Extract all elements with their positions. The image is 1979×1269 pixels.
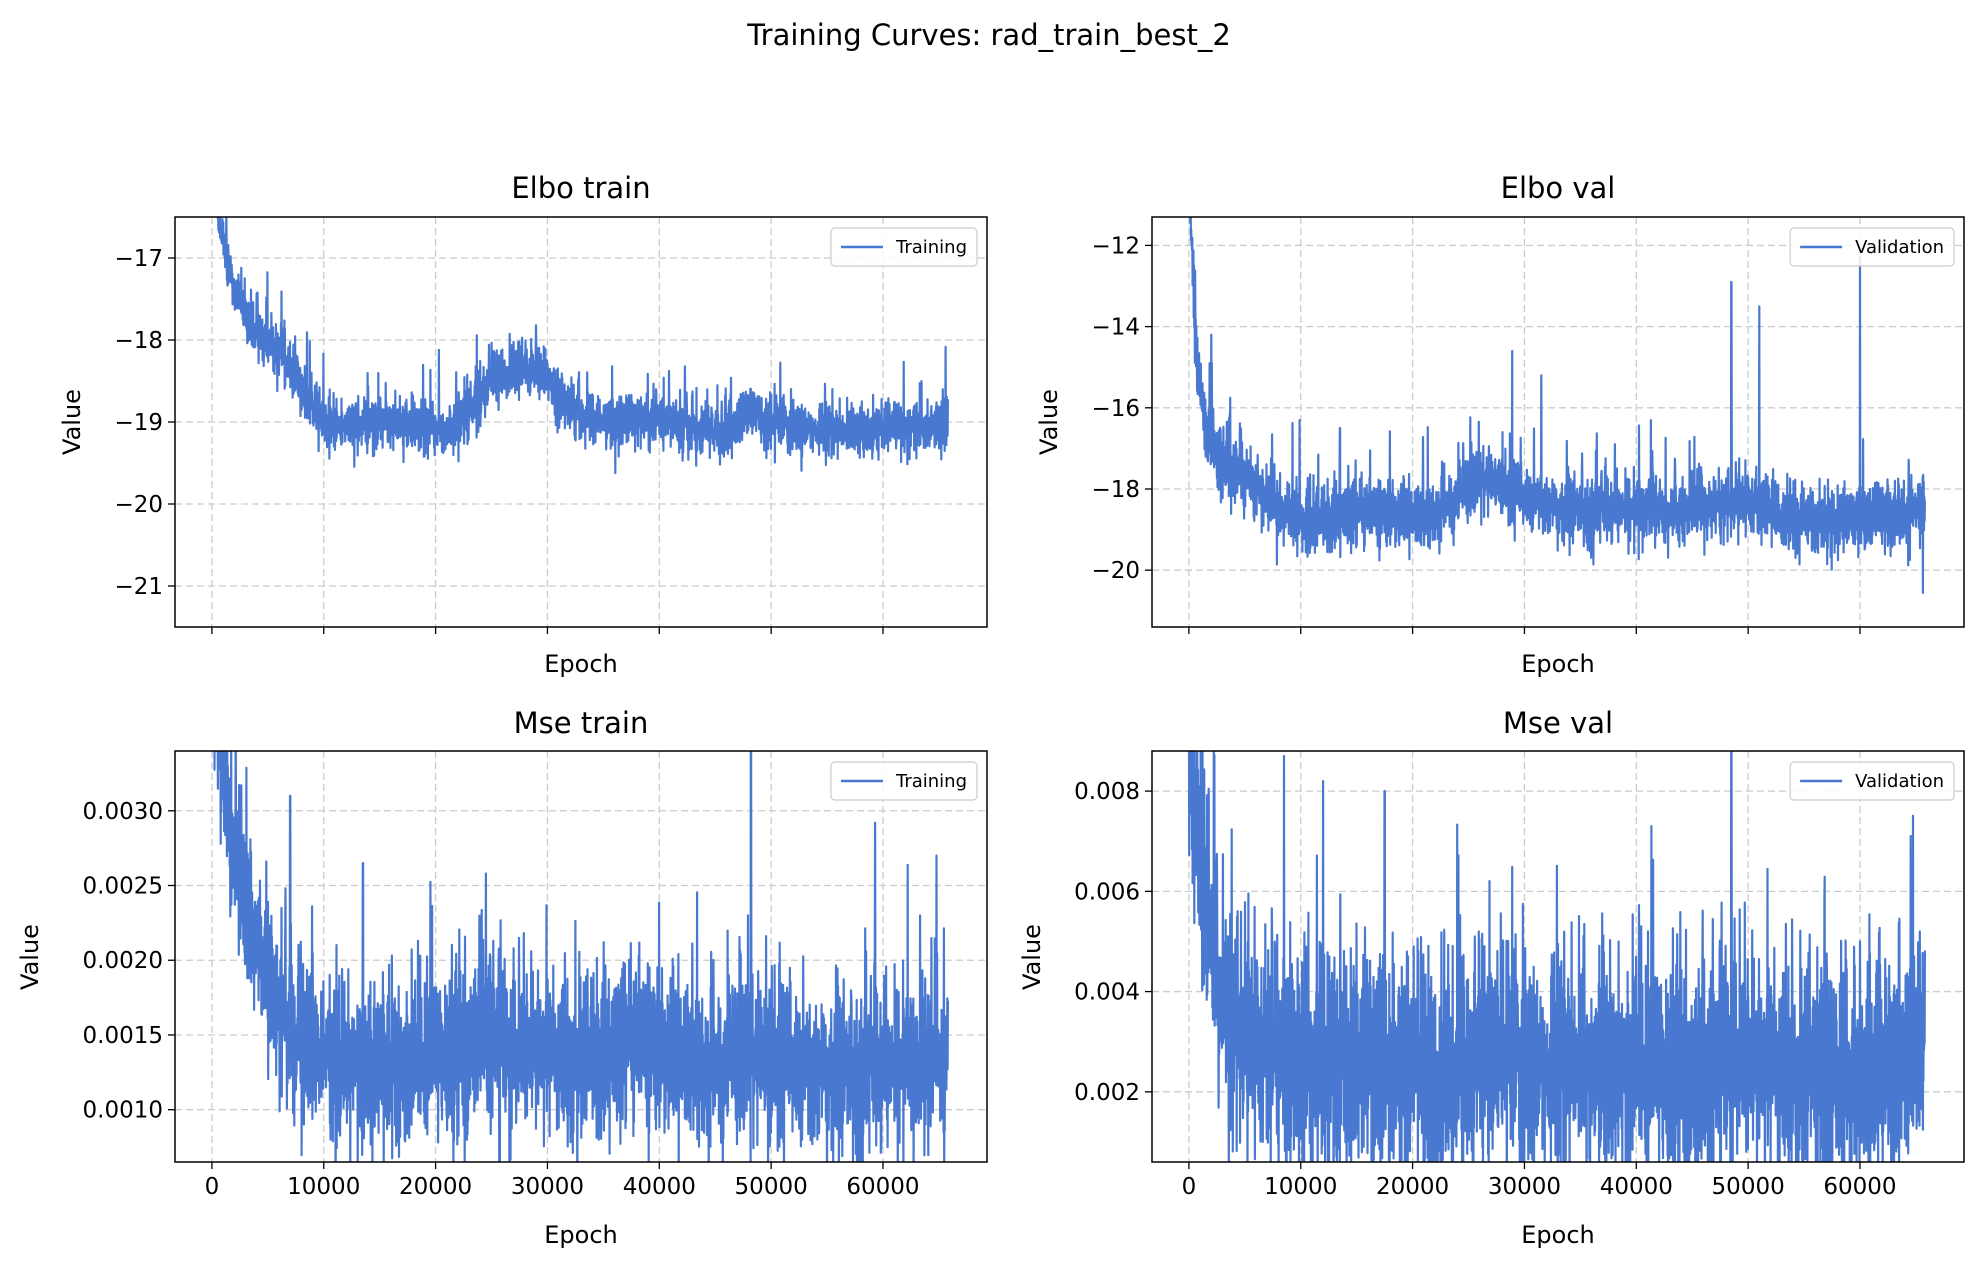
y-tick-label: −12 <box>1091 233 1140 259</box>
x-tick-label: 40000 <box>1600 1174 1673 1200</box>
y-tick-label: −17 <box>114 246 163 272</box>
y-tick-label: −14 <box>1091 315 1140 341</box>
subplot-mse-train: Mse train Epoch Value 0 10000 20000 30000 40… <box>16 706 988 1249</box>
x-tick-label: 30000 <box>1488 1174 1561 1200</box>
axes-frame <box>1151 216 1965 628</box>
x-tick-label: 20000 <box>1376 1174 1449 1200</box>
x-tick-label: 50000 <box>1712 1174 1785 1200</box>
subplot-title: Mse val <box>1503 706 1613 740</box>
series-line <box>216 217 949 475</box>
y-tick-label: −20 <box>1091 558 1140 584</box>
y-tick-label: −21 <box>114 574 163 600</box>
axes-frame <box>1151 750 1965 1163</box>
subplot-title: Mse train <box>514 706 649 740</box>
series-line <box>1189 217 1926 595</box>
legend-box <box>1789 761 1955 801</box>
y-axis-label: Value <box>1018 924 1046 990</box>
subplot-title: Elbo train <box>511 171 650 205</box>
y-axis-label: Value <box>58 389 86 455</box>
legend: Validation <box>1789 761 1955 801</box>
y-tick-label: −20 <box>114 492 163 518</box>
x-tick-label: 60000 <box>1823 1174 1896 1200</box>
legend: Training <box>830 761 978 801</box>
legend-label: Training <box>895 237 967 258</box>
subplot-elbo-train: Elbo train Epoch Value −17 −18 −19 −20 −21 Tr… <box>58 171 988 678</box>
legend-box <box>1789 227 1955 267</box>
x-tick-label: 20000 <box>399 1174 472 1200</box>
x-axis-label: Epoch <box>1521 650 1595 678</box>
y-tick-label: 0.0010 <box>83 1098 163 1124</box>
x-axis-label: Epoch <box>544 1221 618 1249</box>
legend-label: Validation <box>1855 237 1944 258</box>
x-axis-label: Epoch <box>1521 1221 1595 1249</box>
x-tick-label: 0 <box>1182 1174 1197 1200</box>
y-tick-label: 0.008 <box>1074 779 1140 805</box>
y-tick-label: 0.002 <box>1074 1080 1140 1106</box>
x-tick-label: 30000 <box>511 1174 584 1200</box>
y-tick-label: 0.0030 <box>83 799 163 825</box>
series-line <box>213 751 950 1162</box>
legend: Training <box>830 227 978 267</box>
y-axis-label: Value <box>1035 389 1063 455</box>
legend: Validation <box>1789 227 1955 267</box>
axes-frame <box>174 750 988 1163</box>
subplot-mse-val: Mse val Epoch Value 0 10000 20000 30000 4000… <box>1018 706 1965 1249</box>
y-tick-label: 0.006 <box>1074 879 1140 905</box>
legend-label: Training <box>895 771 967 792</box>
y-tick-label: 0.0020 <box>83 948 163 974</box>
x-tick-label: 10000 <box>287 1174 360 1200</box>
y-tick-label: 0.0025 <box>83 874 163 900</box>
legend-label: Validation <box>1855 771 1944 792</box>
y-tick-label: 0.004 <box>1074 980 1140 1006</box>
x-axis-label: Epoch <box>544 650 618 678</box>
y-axis-label: Value <box>16 924 44 990</box>
subplot-title: Elbo val <box>1501 171 1616 205</box>
x-tick-label: 50000 <box>735 1174 808 1200</box>
y-tick-label: −16 <box>1091 396 1140 422</box>
y-tick-label: −19 <box>114 410 163 436</box>
x-tick-label: 40000 <box>623 1174 696 1200</box>
x-tick-label: 10000 <box>1264 1174 1337 1200</box>
y-tick-label: −18 <box>1091 477 1140 503</box>
x-tick-label: 0 <box>205 1174 220 1200</box>
y-tick-label: 0.0015 <box>83 1023 163 1049</box>
figure-title: Training Curves: rad_train_best_2 <box>746 18 1231 52</box>
legend-box <box>830 761 978 801</box>
series-line <box>1187 751 1927 1162</box>
subplot-elbo-val: Elbo val Epoch Value −12 −14 −16 −18 −20 Vali… <box>1035 171 1965 678</box>
x-tick-label: 60000 <box>846 1174 919 1200</box>
legend-box <box>830 227 978 267</box>
y-tick-label: −18 <box>114 328 163 354</box>
